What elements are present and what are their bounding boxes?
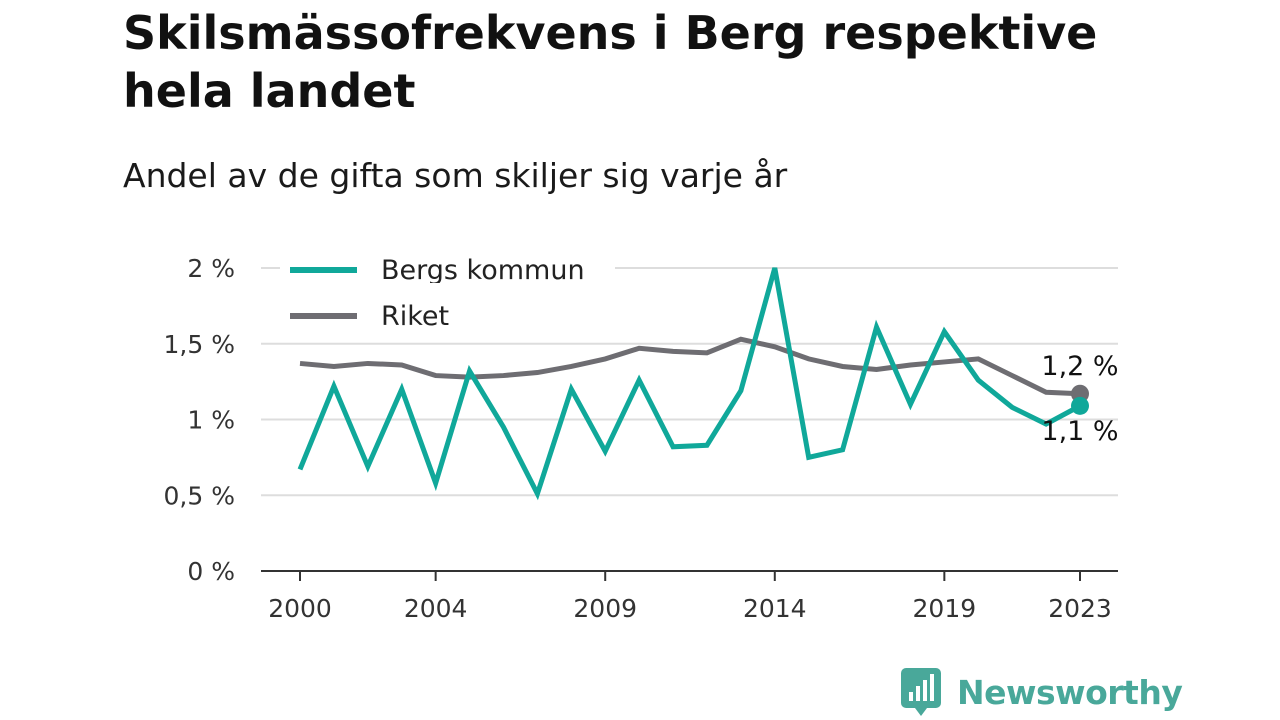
end-marker-bergs-kommun — [1071, 396, 1089, 415]
x-tick-label: 2000 — [268, 594, 332, 623]
legend: Bergs kommun Riket — [280, 237, 615, 332]
brand-name: Newsworthy — [957, 672, 1183, 712]
brand-logo: Newsworthy — [901, 668, 1183, 716]
legend-background — [280, 237, 615, 281]
y-tick-label: 1,5 % — [164, 330, 235, 359]
x-tick-label: 2023 — [1048, 594, 1112, 623]
axes: 0 % 0,5 % 1 % 1,5 % 2 % 2000 2004 2009 2014 2019 2… — [164, 254, 1118, 623]
x-tick-label: 2004 — [404, 594, 468, 623]
y-tick-label: 2 % — [187, 254, 235, 283]
chart-subtitle: Andel av de gifta som skiljer sig varje … — [123, 156, 788, 195]
end-label-riket: 1,2 % — [1041, 351, 1118, 382]
y-tick-label: 1 % — [187, 406, 235, 435]
series-line-riket — [299, 336, 1081, 397]
x-tick-label: 2009 — [573, 594, 637, 623]
series-line-bergs-kommun — [297, 267, 1082, 501]
y-tick-label: 0 % — [187, 557, 235, 586]
x-tick-label: 2014 — [743, 594, 807, 623]
newsworthy-logo-icon — [901, 668, 941, 716]
y-tick-label: 0,5 % — [164, 481, 235, 510]
chart-title: Skilsmässofrekvens i Berg respektive hel… — [123, 6, 1098, 118]
end-label-bergs-kommun: 1,1 % — [1041, 416, 1118, 447]
x-tick-label: 2019 — [913, 594, 977, 623]
legend-label-bergs-kommun: Bergs kommun — [381, 255, 585, 286]
legend-label-riket: Riket — [381, 301, 449, 332]
series-lines — [297, 267, 1082, 501]
end-labels: 1,2 % 1,1 % — [1041, 351, 1118, 447]
legend-background — [280, 283, 615, 327]
